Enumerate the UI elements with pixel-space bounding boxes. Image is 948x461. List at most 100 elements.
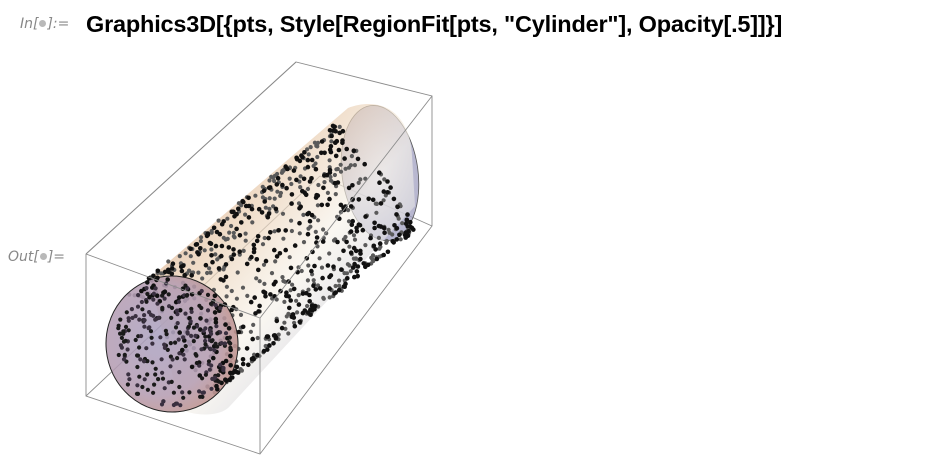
point-marker — [189, 364, 195, 370]
point-marker — [333, 153, 339, 159]
point-marker — [346, 219, 352, 224]
points-front — [116, 123, 416, 408]
point-marker — [182, 357, 187, 362]
point-marker — [366, 196, 372, 202]
point-marker — [253, 193, 258, 198]
point-marker — [287, 176, 292, 181]
point-marker — [153, 366, 158, 371]
point-marker — [358, 256, 363, 262]
point-marker — [145, 372, 150, 377]
point-marker — [205, 270, 210, 276]
point-marker — [354, 256, 359, 261]
point-marker — [159, 402, 165, 407]
point-marker — [374, 256, 380, 262]
point-marker — [262, 235, 267, 241]
point-marker — [177, 384, 182, 390]
point-marker — [330, 123, 336, 129]
point-marker — [216, 379, 221, 384]
output-graphic-3d[interactable] — [80, 56, 450, 461]
point-marker — [279, 325, 285, 331]
point-marker — [185, 330, 190, 335]
point-marker — [297, 206, 302, 211]
point-marker — [177, 330, 182, 335]
point-marker — [261, 188, 267, 193]
point-marker — [246, 362, 251, 368]
point-marker — [390, 232, 395, 237]
point-marker — [301, 212, 306, 217]
point-marker — [126, 372, 131, 377]
point-marker — [151, 390, 156, 395]
point-marker — [251, 322, 256, 327]
point-marker — [223, 377, 228, 383]
point-marker — [147, 325, 152, 330]
point-marker — [345, 276, 350, 281]
point-marker — [305, 164, 311, 170]
point-marker — [403, 230, 409, 235]
point-marker — [284, 185, 289, 191]
point-marker — [398, 237, 403, 242]
point-marker — [207, 266, 212, 271]
point-marker — [229, 256, 235, 262]
point-marker — [259, 210, 265, 215]
point-marker — [377, 241, 383, 246]
point-marker — [144, 286, 149, 291]
point-marker — [193, 333, 198, 338]
point-marker — [376, 223, 382, 229]
point-marker — [382, 177, 387, 182]
point-marker — [141, 359, 147, 364]
point-marker — [306, 263, 311, 268]
point-marker — [269, 174, 274, 179]
point-marker — [291, 286, 297, 292]
point-marker — [197, 303, 202, 308]
point-marker — [355, 264, 361, 269]
point-marker — [137, 317, 142, 322]
point-marker — [297, 231, 302, 236]
point-marker — [290, 282, 295, 287]
point-marker — [217, 231, 223, 237]
point-marker — [221, 365, 226, 371]
point-marker — [211, 225, 217, 231]
point-marker — [300, 291, 306, 296]
point-marker — [218, 306, 223, 311]
point-marker — [142, 324, 147, 329]
input-code[interactable]: Graphics3D[{pts, Style[RegionFit[pts, "C… — [86, 11, 783, 37]
point-marker — [205, 232, 211, 238]
point-marker — [137, 345, 142, 350]
point-marker — [203, 326, 208, 331]
point-marker — [119, 335, 124, 340]
point-marker — [347, 263, 352, 268]
point-marker — [370, 253, 376, 258]
point-marker — [265, 214, 271, 220]
point-marker — [317, 286, 323, 291]
point-marker — [268, 230, 273, 235]
point-marker — [316, 182, 321, 188]
point-marker — [175, 321, 180, 326]
point-marker — [251, 242, 257, 248]
point-marker — [246, 215, 252, 220]
point-marker — [151, 273, 156, 279]
point-marker — [408, 219, 413, 225]
point-marker — [241, 248, 246, 253]
point-marker — [397, 232, 402, 238]
point-marker — [174, 308, 180, 313]
point-marker — [331, 238, 337, 243]
point-marker — [299, 153, 304, 158]
point-marker — [142, 318, 147, 323]
point-marker — [219, 253, 224, 259]
point-marker — [145, 280, 150, 285]
point-marker — [223, 322, 228, 327]
point-marker — [348, 204, 354, 209]
point-marker — [273, 259, 278, 264]
point-marker — [321, 185, 326, 191]
point-marker — [296, 201, 302, 206]
point-marker — [154, 293, 160, 298]
point-marker — [204, 318, 209, 323]
point-marker — [272, 173, 277, 178]
point-marker — [191, 325, 197, 330]
point-marker — [405, 212, 410, 217]
point-marker — [196, 270, 201, 275]
point-marker — [351, 245, 357, 251]
point-marker — [348, 269, 353, 274]
point-marker — [327, 274, 332, 280]
point-marker — [219, 341, 224, 346]
